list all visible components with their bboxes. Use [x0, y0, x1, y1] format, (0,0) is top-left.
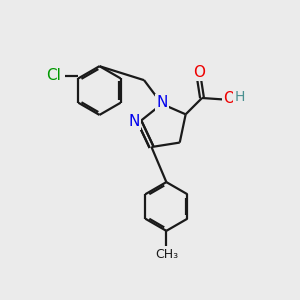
Text: N: N [129, 114, 140, 129]
Text: O: O [224, 92, 236, 106]
Text: O: O [193, 64, 205, 80]
Text: H: H [235, 90, 245, 104]
Text: Cl: Cl [46, 68, 61, 83]
Text: N: N [156, 95, 168, 110]
Text: CH₃: CH₃ [155, 248, 178, 260]
